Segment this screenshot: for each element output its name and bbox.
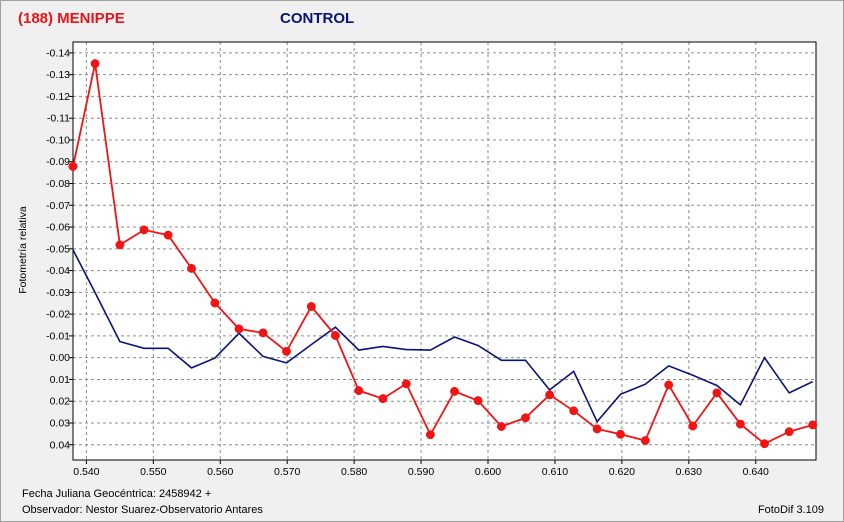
software-version-label: FotoDif 3.109 xyxy=(757,504,824,516)
target-data-point xyxy=(115,240,125,250)
y-tick-label: -0.10 xyxy=(46,134,70,146)
y-tick-label: -0.12 xyxy=(46,91,70,103)
y-tick-label: -0.13 xyxy=(46,69,70,81)
y-tick-label: -0.03 xyxy=(46,287,70,299)
target-data-point xyxy=(688,421,698,431)
y-tick-label: -0.09 xyxy=(46,156,70,168)
target-data-point xyxy=(569,406,579,416)
y-tick-label: -0.07 xyxy=(46,200,70,212)
target-data-point xyxy=(282,346,291,356)
target-data-point xyxy=(378,394,388,404)
observer-label: Observador: Nestor Suarez-Observatorio A… xyxy=(22,504,263,516)
target-data-point xyxy=(592,424,602,434)
x-tick-label: 0.610 xyxy=(542,466,568,478)
target-data-point xyxy=(521,413,530,423)
target-data-point xyxy=(473,396,483,406)
target-data-point xyxy=(664,380,674,390)
x-tick-label: 0.590 xyxy=(408,466,434,478)
y-tick-label: -0.04 xyxy=(46,265,70,277)
x-tick-label: 0.580 xyxy=(341,466,367,478)
target-data-point xyxy=(425,430,435,440)
target-data-point xyxy=(401,379,411,389)
y-tick-label: 0.03 xyxy=(50,417,71,429)
y-tick-label: 0.02 xyxy=(50,396,71,408)
target-data-point xyxy=(616,429,625,439)
target-data-point xyxy=(68,162,78,171)
y-tick-label: -0.01 xyxy=(46,330,70,342)
plot-area xyxy=(73,42,816,460)
y-axis-label: Fotometría relativa xyxy=(17,206,29,294)
x-tick-label: 0.540 xyxy=(73,466,99,478)
target-data-point xyxy=(354,386,364,396)
y-tick-label: 0.01 xyxy=(50,374,71,386)
target-data-point xyxy=(90,59,100,69)
x-tick-label: 0.570 xyxy=(274,466,300,478)
y-tick-label: -0.08 xyxy=(46,178,70,190)
x-tick-label: 0.630 xyxy=(676,466,702,478)
control-series-title: CONTROL xyxy=(280,10,355,27)
target-data-point xyxy=(187,263,196,273)
y-tick-label: 0.04 xyxy=(50,439,71,451)
y-tick-label: 0.00 xyxy=(50,352,71,364)
target-data-point xyxy=(735,419,745,429)
y-tick-label: -0.02 xyxy=(46,309,70,321)
x-tick-label: 0.560 xyxy=(207,466,233,478)
target-data-point xyxy=(808,420,818,430)
target-series-line xyxy=(72,63,813,445)
target-data-point xyxy=(450,386,459,396)
x-tick-label: 0.550 xyxy=(140,466,166,478)
series-layer xyxy=(68,59,818,449)
target-data-point xyxy=(258,328,268,338)
julian-date-label: Fecha Juliana Geocéntrica: 2458942 + xyxy=(22,488,212,500)
target-data-point xyxy=(306,302,316,311)
y-ticks: -0.14 -0.13 -0.12 -0.11 -0.10 -0.09 -0.08 -0.07… xyxy=(46,47,73,451)
target-data-point xyxy=(163,230,173,240)
y-tick-label: -0.06 xyxy=(46,222,70,234)
target-series-title: (188) MENIPPE xyxy=(18,10,125,27)
y-tick-label: -0.05 xyxy=(46,243,70,255)
target-data-point xyxy=(545,390,555,400)
target-data-point xyxy=(760,439,769,449)
x-ticks: 0.540 0.550 0.560 0.570 0.580 0.590 0.600 0.610… xyxy=(73,460,769,478)
target-data-point xyxy=(640,436,650,446)
target-data-point xyxy=(210,298,220,308)
x-tick-label: 0.640 xyxy=(743,466,769,478)
target-data-point xyxy=(139,225,149,235)
target-data-point xyxy=(496,422,506,431)
x-tick-label: 0.600 xyxy=(475,466,501,478)
y-tick-label: -0.14 xyxy=(46,47,70,59)
target-data-point xyxy=(330,331,340,340)
target-data-point xyxy=(712,388,722,398)
target-data-point xyxy=(234,324,244,334)
control-series-line xyxy=(72,249,814,424)
target-data-point xyxy=(784,427,794,437)
x-tick-label: 0.620 xyxy=(609,466,635,478)
y-tick-label: -0.11 xyxy=(47,113,70,125)
